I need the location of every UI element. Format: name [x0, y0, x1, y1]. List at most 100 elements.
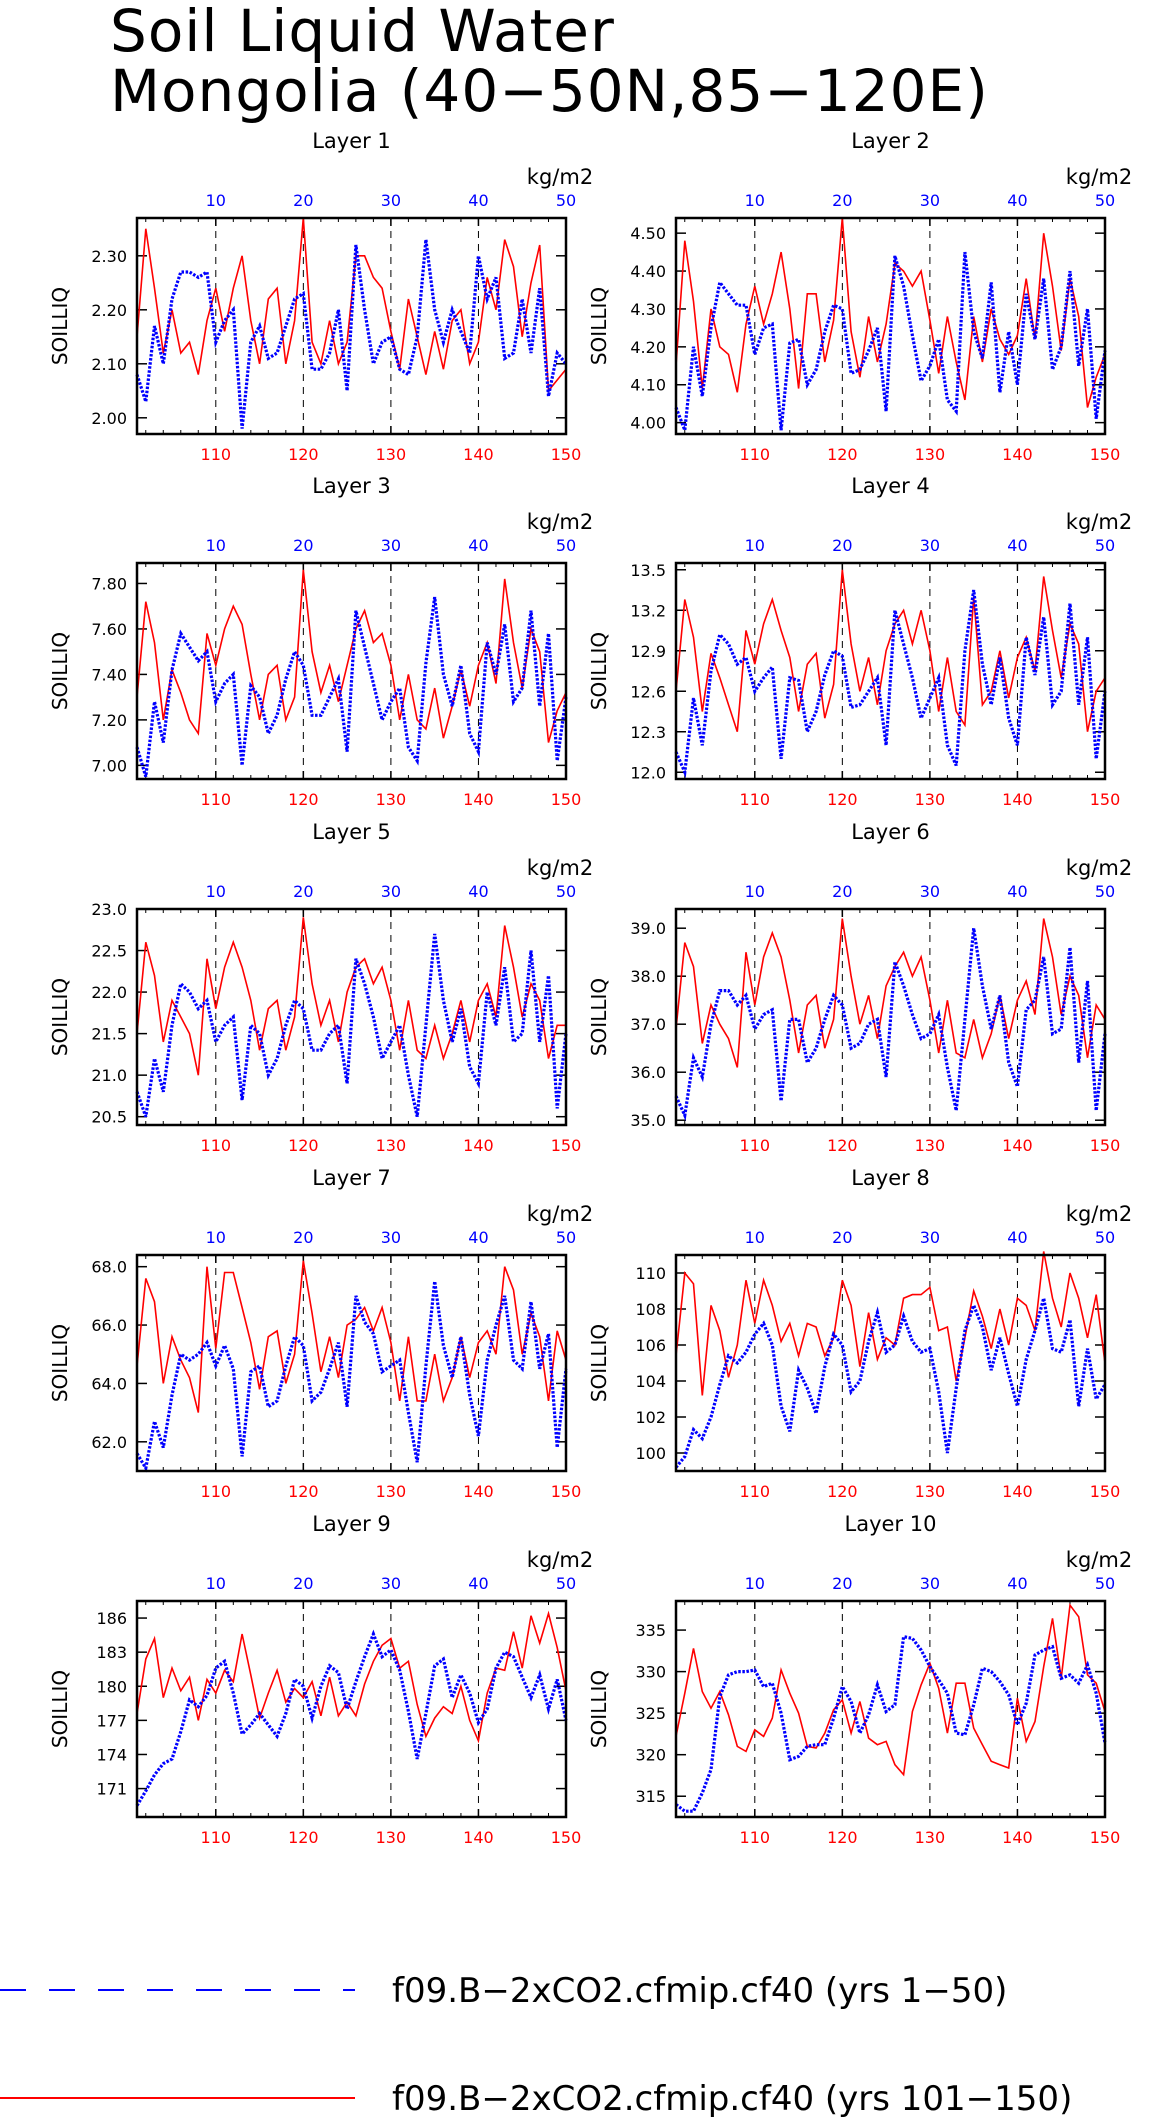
x-tick-label-top: 30	[920, 1574, 940, 1593]
y-tick-label: 35.0	[630, 1111, 666, 1130]
y-tick-label: 39.0	[630, 919, 666, 938]
x-tick-label-top: 40	[468, 1574, 488, 1593]
series-line-early	[675, 1634, 1107, 1813]
charts-canvas: Layer 1 kg/m2 SOILLIQ 110 120 130 140 150 10 20 30…	[48, 129, 1132, 1847]
x-tick-label-top: 20	[832, 536, 852, 555]
x-tick-label-bottom: 140	[1002, 1136, 1033, 1155]
x-tick-label-top: 30	[381, 1228, 401, 1247]
y-tick-label: 4.20	[630, 338, 666, 357]
x-tick-label-bottom: 140	[463, 1482, 494, 1501]
x-tick-label-bottom: 130	[376, 1482, 407, 1501]
x-tick-label-top: 10	[745, 1574, 765, 1593]
x-tick-label-top: 10	[206, 1574, 226, 1593]
x-tick-label-bottom: 130	[376, 790, 407, 809]
x-tick-label-bottom: 140	[463, 1136, 494, 1155]
unit-label: kg/m2	[527, 1202, 593, 1226]
panel-title: Layer 6	[851, 820, 930, 844]
y-tick-label: 7.80	[91, 574, 127, 593]
series-line-late	[136, 217, 567, 393]
x-tick-label-bottom: 110	[740, 445, 771, 464]
panel-title: Layer 9	[312, 1512, 391, 1536]
x-tick-label-bottom: 120	[827, 1136, 858, 1155]
x-tick-label-top: 40	[1007, 1228, 1027, 1247]
series-line-early	[135, 1629, 568, 1807]
y-tick-label: 7.60	[91, 620, 127, 639]
y-tick-label: 110	[635, 1264, 666, 1283]
x-tick-label-bottom: 140	[1002, 1482, 1033, 1501]
y-axis-label: SOILLIQ	[48, 1324, 72, 1402]
x-tick-label-top: 50	[556, 191, 576, 210]
chart-panel-4: Layer 4 kg/m2 SOILLIQ 110 120 130 140 150 10 20 30…	[587, 474, 1132, 809]
y-tick-label: 64.0	[91, 1374, 127, 1393]
x-tick-label-bottom: 120	[827, 445, 858, 464]
plot-frame	[674, 1599, 1107, 1819]
x-tick-label-top: 10	[206, 882, 226, 901]
y-axis-label: SOILLIQ	[48, 287, 72, 365]
plot-frame	[135, 561, 568, 781]
x-tick-label-bottom: 150	[551, 1828, 582, 1847]
x-tick-label-bottom: 120	[288, 790, 319, 809]
unit-label: kg/m2	[1066, 510, 1132, 534]
x-tick-label-top: 30	[381, 536, 401, 555]
y-tick-label: 4.50	[630, 224, 666, 243]
panel-title: Layer 1	[312, 129, 391, 153]
x-tick-label-top: 10	[745, 191, 765, 210]
chart-panel-6: Layer 6 kg/m2 SOILLIQ 110 120 130 140 150 10 20 30…	[587, 820, 1132, 1155]
series-line-early	[674, 927, 1107, 1121]
series-line-early	[135, 933, 568, 1118]
panel-title: Layer 7	[312, 1166, 391, 1190]
x-tick-label-top: 40	[468, 191, 488, 210]
unit-label: kg/m2	[527, 510, 593, 534]
x-tick-label-top: 30	[381, 882, 401, 901]
x-tick-label-bottom: 130	[915, 1136, 946, 1155]
x-tick-label-bottom: 150	[1090, 445, 1121, 464]
y-tick-label: 104	[635, 1372, 666, 1391]
chart-panel-9: Layer 9 kg/m2 SOILLIQ 110 120 130 140 150 10 20 30…	[48, 1512, 593, 1847]
y-tick-label: 22.5	[91, 942, 127, 961]
y-tick-label: 37.0	[630, 1015, 666, 1034]
legend-line-early	[0, 1989, 355, 1991]
unit-label: kg/m2	[527, 856, 593, 880]
y-axis-label: SOILLIQ	[587, 1324, 611, 1402]
x-tick-label-top: 50	[1095, 1228, 1115, 1247]
x-tick-label-top: 50	[556, 882, 576, 901]
y-tick-label: 315	[635, 1787, 666, 1806]
x-tick-label-bottom: 150	[1090, 1136, 1121, 1155]
x-tick-label-bottom: 110	[201, 1136, 232, 1155]
x-tick-label-top: 40	[468, 882, 488, 901]
x-tick-label-bottom: 110	[740, 1136, 771, 1155]
x-tick-label-bottom: 140	[1002, 1828, 1033, 1847]
panel-title: Layer 10	[845, 1512, 937, 1536]
series-line-early	[674, 1297, 1107, 1469]
x-tick-label-bottom: 130	[376, 445, 407, 464]
x-tick-label-top: 20	[832, 191, 852, 210]
x-tick-label-bottom: 120	[827, 1828, 858, 1847]
x-tick-label-top: 20	[293, 536, 313, 555]
x-tick-label-bottom: 150	[1090, 1828, 1121, 1847]
x-tick-label-top: 10	[206, 191, 226, 210]
y-tick-label: 2.30	[91, 247, 127, 266]
x-tick-label-top: 20	[293, 1228, 313, 1247]
x-tick-label-top: 50	[1095, 191, 1115, 210]
y-axis-label: SOILLIQ	[587, 1670, 611, 1748]
unit-label: kg/m2	[1066, 856, 1132, 880]
y-tick-label: 68.0	[91, 1258, 127, 1277]
panel-title: Layer 3	[312, 474, 391, 498]
x-tick-label-top: 20	[293, 882, 313, 901]
y-tick-label: 7.00	[91, 756, 127, 775]
series-line-early	[674, 589, 1107, 779]
y-tick-label: 171	[96, 1780, 127, 1799]
x-tick-label-bottom: 120	[288, 1482, 319, 1501]
x-tick-label-bottom: 140	[1002, 790, 1033, 809]
x-tick-label-top: 40	[1007, 882, 1027, 901]
chart-panel-7: Layer 7 kg/m2 SOILLIQ 110 120 130 140 150 10 20 30…	[48, 1166, 593, 1501]
y-tick-label: 4.40	[630, 262, 666, 281]
y-tick-label: 102	[635, 1408, 666, 1427]
chart-panel-3: Layer 3 kg/m2 SOILLIQ 110 120 130 140 150 10 20 30…	[48, 474, 593, 809]
series-line-late	[136, 1610, 567, 1744]
y-axis-label: SOILLIQ	[587, 978, 611, 1056]
unit-label: kg/m2	[1066, 165, 1132, 189]
y-tick-label: 12.9	[630, 642, 666, 661]
chart-title-line1: Soil Liquid Water	[110, 0, 615, 65]
x-tick-label-bottom: 110	[740, 1828, 771, 1847]
